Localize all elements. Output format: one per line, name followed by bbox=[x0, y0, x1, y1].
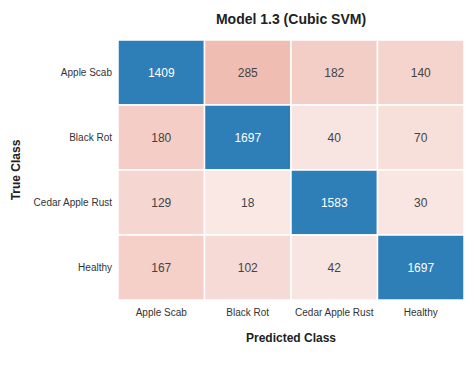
cell-label: 129 bbox=[151, 196, 171, 210]
x-tick-label: Cedar Apple Rust bbox=[295, 307, 374, 318]
cell-label: 1583 bbox=[321, 196, 348, 210]
cell-label: 167 bbox=[151, 261, 171, 275]
y-axis-label: True Class bbox=[9, 139, 23, 200]
cell-label: 180 bbox=[151, 131, 171, 145]
cell-labels: 1409 285 182 140 180 1697 40 70 129 18 1583 30 167 10… bbox=[148, 66, 435, 275]
cell bbox=[291, 170, 378, 235]
cell bbox=[378, 105, 465, 170]
cell bbox=[291, 105, 378, 170]
x-axis-label: Predicted Class bbox=[246, 331, 336, 345]
cell bbox=[118, 105, 205, 170]
cell bbox=[205, 105, 292, 170]
y-tick-label: Healthy bbox=[78, 262, 112, 273]
y-tick-label: Apple Scab bbox=[61, 67, 113, 78]
x-tick-label: Apple Scab bbox=[136, 307, 188, 318]
cell bbox=[118, 235, 205, 300]
cell-label: 42 bbox=[328, 261, 342, 275]
cells bbox=[118, 40, 464, 300]
cell-label: 285 bbox=[238, 66, 258, 80]
cell bbox=[205, 40, 292, 105]
chart-container: Model 1.3 (Cubic SVM) 1409 285 182 140 180 169… bbox=[0, 0, 474, 370]
cell bbox=[118, 40, 205, 105]
cell-label: 1697 bbox=[407, 261, 434, 275]
cell bbox=[205, 235, 292, 300]
y-tick-label: Black Rot bbox=[69, 132, 112, 143]
cell-label: 1697 bbox=[234, 131, 261, 145]
x-tick-labels: Apple Scab Black Rot Cedar Apple Rust Healt… bbox=[136, 307, 438, 318]
cell-label: 140 bbox=[411, 66, 431, 80]
cell bbox=[291, 40, 378, 105]
cell bbox=[291, 235, 378, 300]
chart: Model 1.3 (Cubic SVM) 1409 285 182 140 180 169… bbox=[0, 0, 474, 370]
title: Model 1.3 (Cubic SVM) bbox=[216, 11, 366, 27]
y-tick-label: Cedar Apple Rust bbox=[34, 197, 113, 208]
cell bbox=[205, 170, 292, 235]
cell bbox=[118, 170, 205, 235]
x-tick-label: Black Rot bbox=[226, 307, 269, 318]
cell bbox=[378, 170, 465, 235]
cell bbox=[378, 235, 465, 300]
y-tick-labels: Apple Scab Black Rot Cedar Apple Rust Healt… bbox=[34, 67, 113, 273]
cell-label: 18 bbox=[241, 196, 255, 210]
cell-label: 182 bbox=[324, 66, 344, 80]
cell-label: 1409 bbox=[148, 66, 175, 80]
cell-label: 30 bbox=[414, 196, 428, 210]
cell-label: 70 bbox=[414, 131, 428, 145]
cell bbox=[378, 40, 465, 105]
cell-label: 102 bbox=[238, 261, 258, 275]
x-tick-label: Healthy bbox=[404, 307, 438, 318]
cell-label: 40 bbox=[328, 131, 342, 145]
